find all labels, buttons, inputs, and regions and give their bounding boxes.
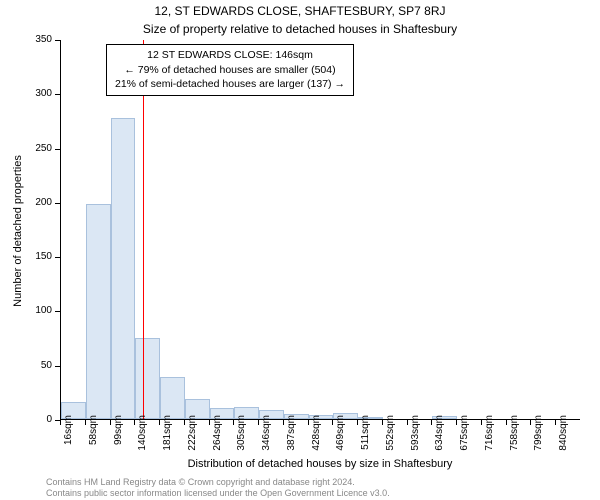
x-tick <box>407 420 408 425</box>
x-tick <box>134 420 135 425</box>
x-tick <box>555 420 556 425</box>
x-tick-label: 16sqm <box>63 415 74 465</box>
x-tick <box>233 420 234 425</box>
x-tick <box>530 420 531 425</box>
y-tick-label: 50 <box>22 360 52 371</box>
annotation-line: ← 79% of detached houses are smaller (50… <box>115 63 345 78</box>
x-tick <box>431 420 432 425</box>
x-tick-label: 428sqm <box>311 415 322 465</box>
x-tick-label: 511sqm <box>360 415 371 465</box>
x-tick-label: 675sqm <box>459 415 470 465</box>
x-tick <box>209 420 210 425</box>
annotation-box: 12 ST EDWARDS CLOSE: 146sqm← 79% of deta… <box>106 44 354 96</box>
x-tick <box>308 420 309 425</box>
y-tick-label: 250 <box>22 143 52 154</box>
x-tick-label: 222sqm <box>187 415 198 465</box>
x-tick-label: 387sqm <box>286 415 297 465</box>
y-tick <box>55 257 60 258</box>
x-tick-label: 758sqm <box>509 415 520 465</box>
x-tick <box>85 420 86 425</box>
y-tick <box>55 149 60 150</box>
y-tick <box>55 40 60 41</box>
y-tick <box>55 311 60 312</box>
x-tick-label: 305sqm <box>236 415 247 465</box>
y-tick-label: 350 <box>22 34 52 45</box>
page-title-line2: Size of property relative to detached ho… <box>0 22 600 36</box>
x-tick-label: 799sqm <box>533 415 544 465</box>
x-tick-label: 634sqm <box>434 415 445 465</box>
y-tick-label: 300 <box>22 88 52 99</box>
y-tick <box>55 203 60 204</box>
histogram-bar <box>160 377 185 419</box>
x-tick <box>60 420 61 425</box>
x-tick <box>332 420 333 425</box>
x-tick <box>357 420 358 425</box>
y-tick-label: 100 <box>22 305 52 316</box>
x-tick <box>456 420 457 425</box>
x-tick <box>159 420 160 425</box>
annotation-line: 12 ST EDWARDS CLOSE: 146sqm <box>115 48 345 63</box>
x-tick <box>506 420 507 425</box>
x-tick <box>184 420 185 425</box>
x-tick-label: 181sqm <box>162 415 173 465</box>
x-tick <box>258 420 259 425</box>
x-tick-label: 264sqm <box>212 415 223 465</box>
y-tick <box>55 366 60 367</box>
histogram-bar <box>135 338 160 419</box>
x-tick-label: 140sqm <box>137 415 148 465</box>
x-tick-label: 58sqm <box>88 415 99 465</box>
histogram-bar <box>111 118 136 419</box>
reference-line <box>143 40 144 419</box>
histogram-bar <box>86 204 111 419</box>
x-tick-label: 840sqm <box>558 415 569 465</box>
x-tick-label: 716sqm <box>484 415 495 465</box>
x-tick <box>110 420 111 425</box>
x-tick-label: 346sqm <box>261 415 272 465</box>
y-axis-title: Number of detached properties <box>12 151 24 311</box>
x-tick-label: 99sqm <box>113 415 124 465</box>
y-tick <box>55 94 60 95</box>
footer-line2: Contains public sector information licen… <box>46 488 390 498</box>
x-tick-label: 469sqm <box>335 415 346 465</box>
y-tick-label: 200 <box>22 197 52 208</box>
page-title-line1: 12, ST EDWARDS CLOSE, SHAFTESBURY, SP7 8… <box>0 4 600 18</box>
x-tick-label: 593sqm <box>410 415 421 465</box>
footer-line1: Contains HM Land Registry data © Crown c… <box>46 477 355 487</box>
y-tick-label: 150 <box>22 251 52 262</box>
annotation-line: 21% of semi-detached houses are larger (… <box>115 77 345 92</box>
histogram-plot-area <box>60 40 580 420</box>
y-tick-label: 0 <box>22 414 52 425</box>
x-tick <box>382 420 383 425</box>
x-tick <box>283 420 284 425</box>
x-tick <box>481 420 482 425</box>
x-tick-label: 552sqm <box>385 415 396 465</box>
